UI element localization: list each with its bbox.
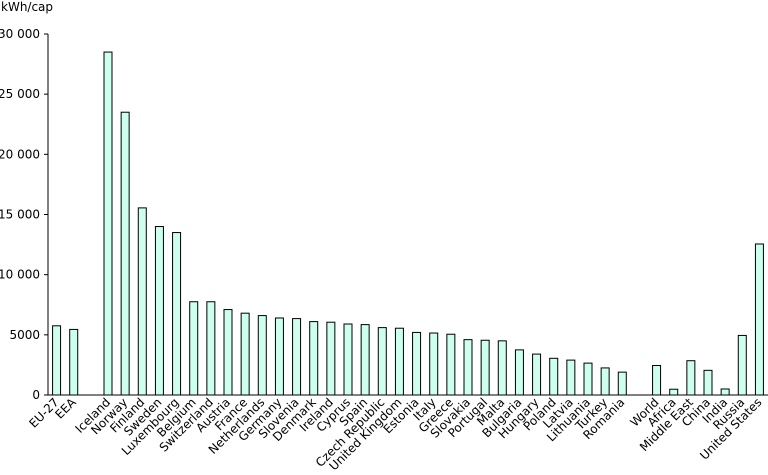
y-tick-label: 25 000 — [0, 87, 40, 101]
bar — [617, 371, 627, 396]
y-tick-label: 15 000 — [0, 208, 40, 222]
y-tick-label: 0 — [32, 388, 40, 402]
bar — [549, 357, 559, 396]
bar — [394, 327, 404, 396]
bar — [52, 325, 62, 396]
bar — [497, 340, 507, 396]
bars — [52, 51, 764, 396]
bar — [514, 349, 524, 396]
y-tick-label: 5000 — [9, 328, 40, 342]
y-axis-unit-label: kWh/cap — [1, 0, 53, 14]
bar — [463, 339, 473, 396]
bar — [154, 226, 164, 396]
bar — [137, 207, 147, 396]
bar — [669, 388, 679, 396]
bar — [412, 331, 422, 396]
bar — [600, 367, 610, 396]
bar — [103, 51, 113, 396]
bar — [309, 321, 319, 396]
bar — [326, 321, 336, 396]
bar — [257, 315, 267, 396]
bar — [240, 312, 250, 396]
bar — [429, 332, 439, 396]
bar — [703, 369, 713, 396]
bar — [189, 301, 199, 396]
bar — [686, 360, 696, 396]
bar — [206, 301, 216, 396]
bar — [292, 318, 302, 396]
y-axis-ticks: 0 5000 10 000 15 000 20 000 25 000 30 000 — [0, 27, 48, 402]
bar — [566, 359, 576, 396]
bar — [720, 388, 730, 396]
y-tick-label: 20 000 — [0, 147, 40, 161]
bar — [532, 353, 542, 396]
bar — [69, 328, 79, 396]
x-category-label: EEA — [52, 395, 79, 422]
y-tick-label: 30 000 — [0, 27, 40, 41]
bar — [360, 324, 370, 396]
bar — [480, 339, 490, 396]
bar — [754, 243, 764, 396]
bar — [652, 365, 662, 396]
x-axis-labels: EU-27EEAIcelandNorwayFinlandSwedenLuxemb… — [26, 395, 764, 474]
bar — [377, 327, 387, 396]
bar — [274, 317, 284, 396]
bar — [120, 111, 130, 396]
bar — [172, 232, 182, 396]
y-tick-label: 10 000 — [0, 268, 40, 282]
bar — [223, 309, 233, 396]
bar — [583, 362, 593, 396]
bar — [446, 333, 456, 396]
bar — [737, 334, 747, 396]
bar — [343, 323, 353, 396]
